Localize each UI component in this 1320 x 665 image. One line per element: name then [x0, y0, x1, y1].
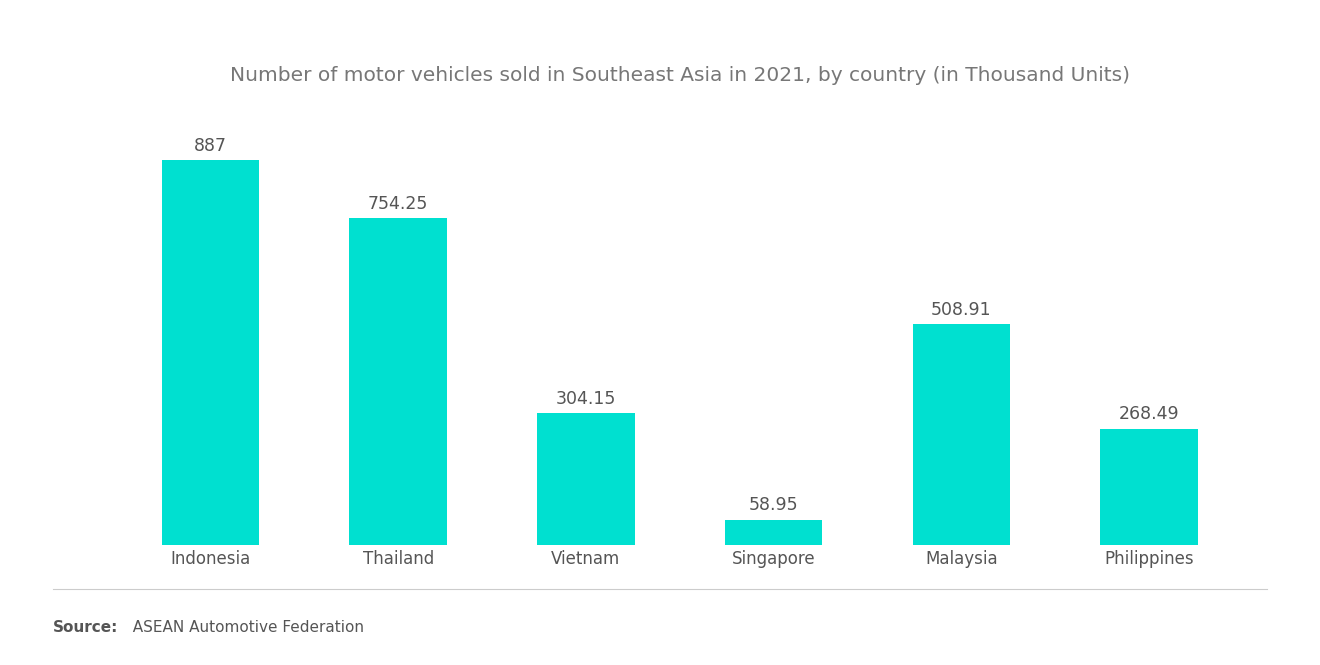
Bar [912, 325, 1010, 545]
Bar [1100, 429, 1197, 545]
Text: ASEAN Automotive Federation: ASEAN Automotive Federation [123, 620, 364, 635]
Bar [537, 413, 635, 545]
Text: 887: 887 [194, 137, 227, 155]
Bar [725, 520, 822, 545]
Text: 268.49: 268.49 [1119, 406, 1179, 424]
Text: 508.91: 508.91 [931, 301, 991, 319]
Text: 58.95: 58.95 [748, 497, 799, 515]
Bar [350, 217, 447, 545]
Text: 754.25: 754.25 [368, 195, 429, 213]
Title: Number of motor vehicles sold in Southeast Asia in 2021, by country (in Thousand: Number of motor vehicles sold in Southea… [230, 66, 1130, 85]
Text: Source:: Source: [53, 620, 119, 635]
Text: 304.15: 304.15 [556, 390, 616, 408]
Bar [162, 160, 259, 545]
